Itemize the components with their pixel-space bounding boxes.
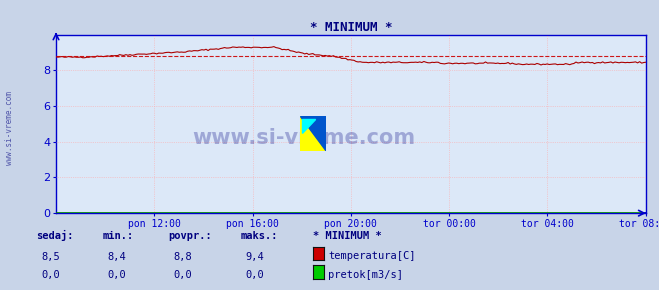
Text: * MINIMUM *: * MINIMUM * [313, 231, 382, 241]
Text: 8,4: 8,4 [107, 251, 126, 262]
Text: povpr.:: povpr.: [168, 231, 212, 241]
Text: sedaj:: sedaj: [36, 230, 74, 241]
Polygon shape [300, 116, 326, 151]
Text: pretok[m3/s]: pretok[m3/s] [328, 270, 403, 280]
Text: 0,0: 0,0 [246, 270, 264, 280]
Text: 9,4: 9,4 [246, 251, 264, 262]
Text: 0,0: 0,0 [42, 270, 60, 280]
Text: 0,0: 0,0 [107, 270, 126, 280]
Text: maks.:: maks.: [241, 231, 278, 241]
Text: min.:: min.: [102, 231, 133, 241]
Title: * MINIMUM *: * MINIMUM * [310, 21, 392, 34]
Polygon shape [300, 116, 326, 151]
Text: 8,8: 8,8 [173, 251, 192, 262]
Text: 0,0: 0,0 [173, 270, 192, 280]
Text: temperatura[C]: temperatura[C] [328, 251, 416, 261]
Text: www.si-vreme.com: www.si-vreme.com [5, 90, 14, 165]
Polygon shape [302, 119, 316, 133]
Text: www.si-vreme.com: www.si-vreme.com [192, 128, 415, 148]
Text: 8,5: 8,5 [42, 251, 60, 262]
